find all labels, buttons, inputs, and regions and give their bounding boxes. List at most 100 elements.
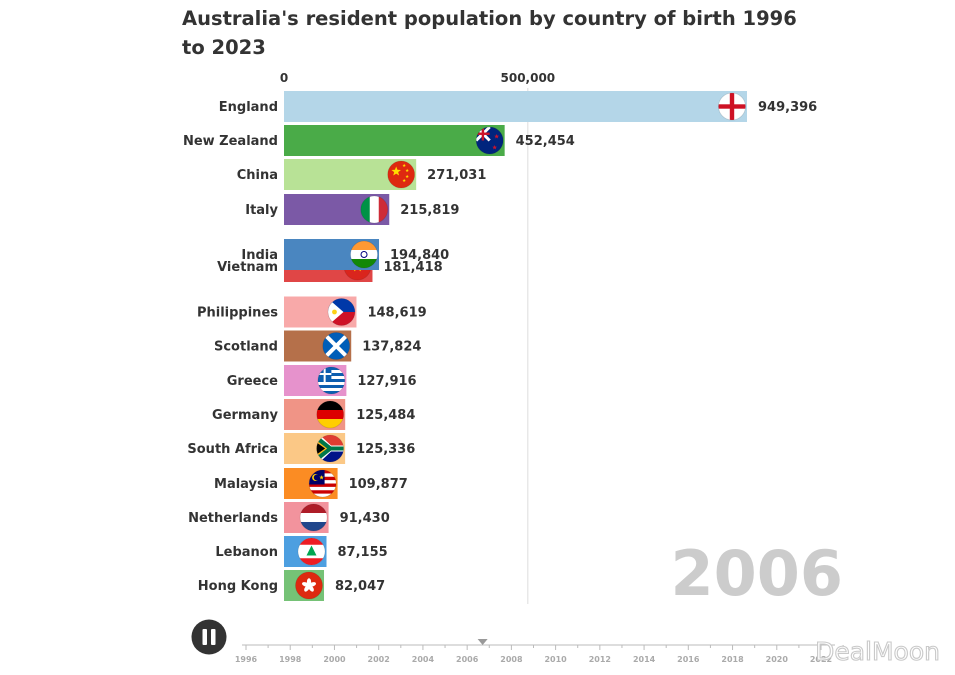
england-flag (718, 93, 746, 120)
flag-outline (387, 160, 416, 189)
flag-stripe (317, 385, 345, 389)
scotland-flag (322, 332, 350, 360)
greece-flag (317, 367, 345, 394)
timeline-year-label: 2004 (412, 655, 435, 664)
flag-stripe (309, 493, 337, 497)
value-label: 452,454 (516, 134, 575, 149)
south-africa-flag (316, 435, 344, 462)
timeline-year-label: 2008 (500, 655, 523, 664)
timeline-year-label: 2012 (589, 655, 611, 664)
flag-stripe (316, 419, 344, 428)
flag-outline (316, 400, 345, 429)
category-label: Malaysia (214, 477, 278, 492)
value-label: 127,916 (357, 374, 416, 389)
philippines-flag (327, 298, 355, 326)
flag-star (494, 134, 500, 139)
value-label: 82,047 (335, 579, 385, 594)
timeline-year-label: 2006 (456, 655, 479, 664)
bar[interactable] (284, 125, 505, 156)
flag-outline (327, 298, 356, 326)
value-label: 194,840 (390, 248, 449, 263)
flag-outline (350, 240, 378, 269)
flag-stripe (309, 490, 337, 494)
flag-outline (308, 469, 337, 498)
category-label: Italy (245, 203, 278, 218)
timeline-year-label: 2010 (544, 655, 567, 664)
x-tick-label: 0 (280, 71, 288, 85)
flag-outline (295, 571, 323, 600)
china-flag (387, 161, 415, 188)
flag-stripe (360, 196, 371, 223)
pause-icon[interactable] (202, 629, 208, 645)
value-label: 271,031 (427, 168, 486, 183)
category-label: South Africa (187, 442, 278, 457)
value-label: 125,484 (356, 408, 415, 423)
flag-stripe (317, 382, 345, 386)
category-label: Netherlands (188, 511, 278, 526)
value-label: 215,819 (400, 203, 459, 218)
flag-stripe (350, 259, 378, 268)
netherlands-flag (300, 504, 328, 531)
flag-outline (322, 332, 351, 360)
flag-star (391, 166, 401, 176)
flag-outline (317, 366, 346, 395)
pause-icon[interactable] (211, 629, 216, 645)
chart-title: Australia's resident population by count… (182, 7, 797, 59)
flag-stripe (300, 513, 328, 523)
watermark: DealMoon (815, 637, 940, 666)
flag-stripe (317, 388, 345, 392)
pause-button-circle[interactable] (191, 619, 227, 655)
flag-stripe (316, 410, 344, 420)
india-flag (350, 241, 378, 268)
current-year-label: 2006 (670, 537, 843, 610)
flag-stripe (378, 196, 388, 223)
timeline-year-label: 2022 (810, 655, 832, 664)
value-label: 181,418 (383, 260, 442, 275)
flag-star (402, 163, 406, 167)
value-label: 87,155 (338, 545, 388, 560)
timeline-year-label: 2016 (677, 655, 700, 664)
hong-kong-flag (295, 572, 323, 599)
flag-outline (299, 503, 328, 532)
timeline-year-label: 2020 (766, 655, 789, 664)
italy-flag (360, 196, 388, 223)
flag-stripe (350, 241, 378, 251)
category-label: England (219, 100, 278, 115)
flag-stripe (316, 401, 344, 411)
timeline-year-label: 2000 (323, 655, 346, 664)
timeline-year-label: 2014 (633, 655, 656, 664)
category-label: Scotland (214, 340, 278, 355)
flag-stripe (369, 196, 380, 223)
flag-stripe (309, 486, 337, 491)
timeline-year-label: 2002 (368, 655, 390, 664)
flag-outline (360, 195, 389, 224)
lebanon-flag (298, 538, 326, 565)
value-label: 148,619 (367, 306, 426, 321)
category-label: Lebanon (215, 545, 278, 560)
flag-star (319, 475, 324, 480)
flag-outline (718, 92, 746, 121)
value-label: 109,877 (349, 477, 408, 492)
timeline-year-label: 1998 (279, 655, 302, 664)
pause-button[interactable] (191, 619, 227, 655)
timeline-year-label: 2018 (721, 655, 744, 664)
value-label: 125,336 (356, 442, 415, 457)
category-label: China (237, 168, 278, 183)
flag-stripe (300, 522, 328, 531)
bar[interactable] (284, 91, 747, 122)
flag-outline (316, 434, 345, 463)
flag-star (402, 178, 406, 182)
germany-flag (316, 401, 344, 428)
flag-stripe (317, 391, 345, 394)
category-label: Greece (227, 374, 278, 389)
flag-outline (297, 537, 326, 566)
category-label: Germany (212, 408, 278, 423)
flag-star (405, 168, 409, 172)
timeline-handle[interactable] (477, 639, 488, 645)
timeline-year-label: 1996 (235, 655, 258, 664)
value-label: 949,396 (758, 100, 817, 115)
flag-star (405, 174, 409, 178)
flag-outline (475, 126, 504, 155)
x-tick-label: 500,000 (501, 71, 556, 85)
flag-star (492, 145, 498, 150)
